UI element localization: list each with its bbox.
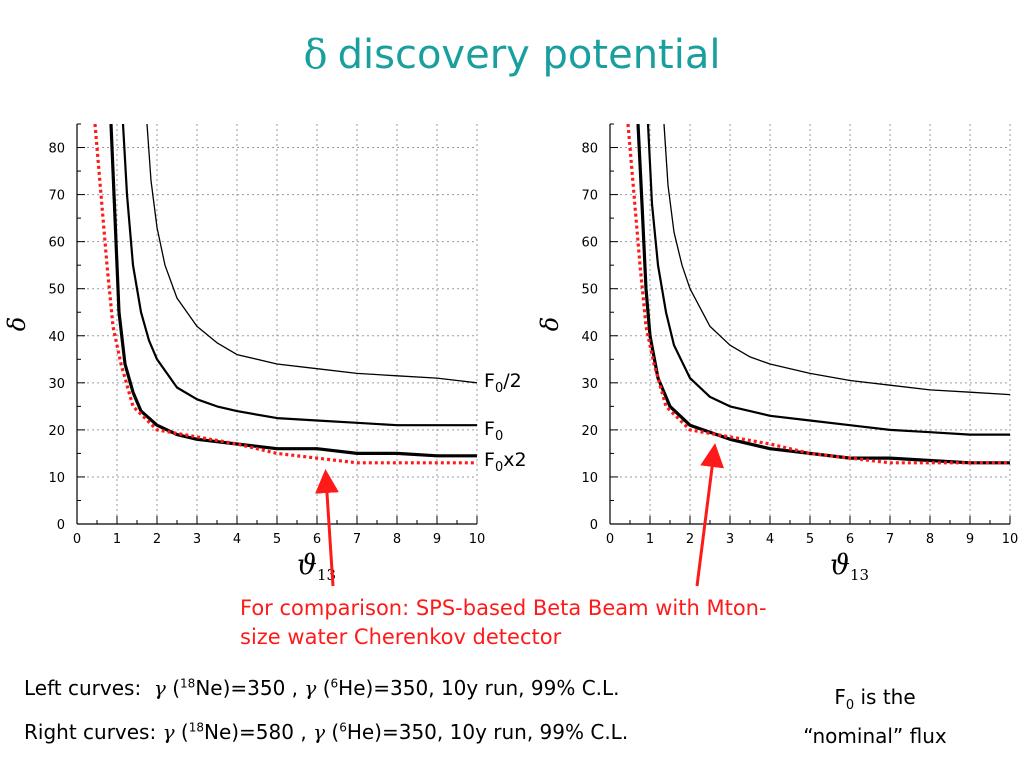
title-delta-symbol: δ — [303, 32, 328, 78]
comparison-note-line2: size water Cherenkov detector — [240, 625, 562, 649]
x-tick-label: 4 — [233, 532, 241, 547]
x-tick-label: 3 — [726, 532, 734, 547]
nominal-flux-note: F0 is the “nominal” flux — [803, 685, 947, 748]
slide-title: δ discovery potential — [0, 32, 1024, 78]
curve-label-f0: F0 — [484, 418, 504, 444]
y-tick-label: 20 — [581, 424, 598, 439]
y-tick-label: 40 — [48, 330, 65, 345]
x-tick-label: 7 — [353, 532, 361, 547]
series-f0-curve — [646, 124, 1010, 436]
y-tick-label: 30 — [581, 377, 598, 392]
x-tick-label: 2 — [153, 532, 161, 547]
y-tick-label: 0 — [590, 518, 598, 533]
comparison-arrow-right — [695, 443, 725, 587]
x-tick-label: 5 — [273, 532, 281, 547]
x-tick-label: 1 — [113, 532, 121, 547]
x-tick-label: 0 — [606, 532, 614, 547]
x-tick-label: 9 — [433, 532, 441, 547]
y-tick-label: 70 — [48, 189, 65, 204]
y-tick-label: 50 — [581, 283, 598, 298]
series-sps-curve — [93, 124, 477, 465]
y-tick-label: 80 — [48, 142, 65, 157]
x-tick-label: 2 — [686, 532, 694, 547]
y-tick-label: 10 — [581, 471, 598, 486]
series-f0x2-curve — [636, 124, 1010, 465]
y-tick-label: 60 — [48, 236, 65, 251]
y-tick-label: 30 — [48, 377, 65, 392]
y-axis-title: δ — [3, 317, 31, 331]
comparison-arrow-left — [314, 469, 339, 587]
x-tick-label: 6 — [846, 532, 854, 547]
y-tick-label: 40 — [581, 330, 598, 345]
series-f0x2-curve — [109, 124, 477, 458]
series-f0-2-curve — [146, 124, 477, 384]
x-tick-label: 3 — [193, 532, 201, 547]
comparison-note-line1: For comparison: SPS-based Beta Beam with… — [240, 596, 767, 620]
series-f0-2-curve — [663, 124, 1010, 396]
x-tick-label: 8 — [393, 532, 401, 547]
left-curves-conditions: Left curves: γ (18Ne)=350 , γ (6He)=350,… — [24, 676, 620, 700]
x-tick-label: 7 — [886, 532, 894, 547]
x-tick-label: 0 — [73, 532, 81, 547]
x-axis-title: ϑ13 — [830, 548, 869, 584]
x-tick-label: 1 — [646, 532, 654, 547]
curve-label-f0-double: F0x2 — [484, 449, 527, 475]
y-tick-label: 20 — [48, 424, 65, 439]
x-tick-label: 4 — [766, 532, 774, 547]
x-tick-label: 9 — [966, 532, 974, 547]
y-tick-label: 0 — [57, 518, 65, 533]
x-tick-label: 5 — [806, 532, 814, 547]
y-tick-label: 10 — [48, 471, 65, 486]
right-chart-panel: 0 1 2 3 4 5 6 7 8 9 10 0 10 20 30 40 50 60 70 80 ϑ13 δ — [536, 123, 1019, 584]
x-tick-label: 6 — [313, 532, 321, 547]
comparison-note: For comparison: SPS-based Beta Beam with… — [240, 594, 880, 652]
series-f0-curve — [121, 124, 477, 427]
x-tick-label: 8 — [926, 532, 934, 547]
title-text: discovery potential — [337, 32, 721, 78]
x-axis-title-sub: 13 — [850, 566, 869, 584]
series-sps-curve — [626, 124, 1010, 465]
y-tick-label: 50 — [48, 283, 65, 298]
curve-label-f0-half: F0/2 — [484, 370, 522, 396]
x-tick-label: 10 — [469, 532, 486, 547]
y-axis-title: δ — [536, 317, 564, 331]
y-tick-label: 60 — [581, 236, 598, 251]
y-tick-label: 70 — [581, 189, 598, 204]
y-tick-label: 80 — [581, 142, 598, 157]
right-curves-conditions: Right curves: γ (18Ne)=580 , γ (6He)=350… — [24, 720, 629, 744]
x-tick-label: 10 — [1002, 532, 1019, 547]
